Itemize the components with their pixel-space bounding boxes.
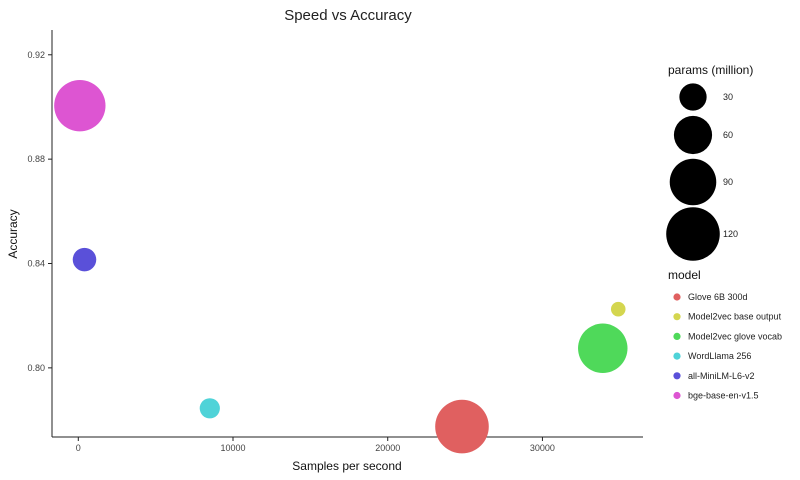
color-legend-key bbox=[673, 313, 681, 321]
color-legend-label: Glove 6B 300d bbox=[688, 292, 748, 302]
size-legend-label: 60 bbox=[723, 130, 733, 140]
color-legend-key bbox=[673, 391, 681, 400]
y-axis-title: Accuracy bbox=[6, 209, 20, 258]
data-point bbox=[199, 398, 220, 419]
size-legend-key bbox=[673, 115, 713, 155]
x-tick-label: 20000 bbox=[375, 443, 400, 453]
color-legend-key bbox=[673, 352, 681, 360]
color-legend-label: all-MiniLM-L6-v2 bbox=[688, 371, 755, 381]
color-legend-title: model bbox=[668, 268, 701, 282]
size-legend-label: 120 bbox=[723, 229, 738, 239]
data-point bbox=[578, 323, 628, 374]
color-legend-key bbox=[673, 332, 681, 340]
chart-title: Speed vs Accuracy bbox=[284, 7, 412, 24]
x-tick-label: 10000 bbox=[220, 443, 245, 453]
size-legend-title: params (million) bbox=[668, 63, 753, 77]
data-points bbox=[54, 79, 628, 454]
data-point bbox=[435, 399, 489, 454]
size-legend-label: 90 bbox=[723, 177, 733, 187]
size-legend-label: 30 bbox=[723, 92, 733, 102]
axes: 0 10000 20000 30000 0.80 0.84 0.88 0.92 bbox=[27, 30, 643, 453]
color-legend-key bbox=[673, 372, 681, 380]
color-legend: model Glove 6B 300d Model2vec base output… bbox=[668, 268, 782, 401]
x-axis-title: Samples per second bbox=[292, 459, 401, 473]
data-point bbox=[72, 247, 97, 272]
y-tick-label: 0.92 bbox=[27, 50, 45, 60]
data-point bbox=[610, 301, 626, 317]
color-legend-label: WordLlama 256 bbox=[688, 351, 751, 361]
color-legend-label: bge-base-en-v1.5 bbox=[688, 391, 759, 401]
color-legend-key bbox=[673, 293, 681, 301]
size-legend-key bbox=[679, 83, 707, 111]
data-point bbox=[54, 79, 106, 132]
y-tick-label: 0.84 bbox=[27, 259, 45, 269]
x-tick-label: 30000 bbox=[530, 443, 555, 453]
size-legend-key bbox=[666, 207, 720, 261]
x-tick-label: 0 bbox=[76, 443, 81, 453]
size-legend-key bbox=[669, 158, 717, 206]
color-legend-label: Model2vec base output bbox=[688, 312, 782, 322]
y-tick-label: 0.88 bbox=[27, 154, 45, 164]
y-tick-label: 0.80 bbox=[27, 363, 45, 373]
size-legend: params (million) 30 60 90 120 bbox=[666, 63, 753, 261]
color-legend-label: Model2vec glove vocab bbox=[688, 331, 782, 341]
